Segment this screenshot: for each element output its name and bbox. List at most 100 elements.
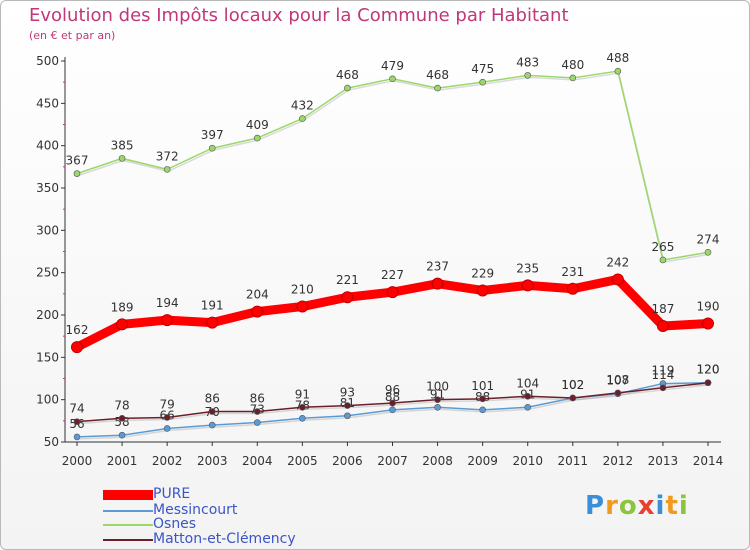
data-label: 93 — [340, 386, 355, 400]
data-point — [569, 394, 577, 402]
x-tick-label: 2014 — [693, 454, 724, 468]
data-label: 104 — [516, 376, 539, 390]
data-point — [344, 412, 351, 420]
legend-swatch — [103, 509, 153, 512]
data-label: 191 — [201, 299, 224, 313]
legend-label: PURE — [153, 486, 191, 502]
data-label: 385 — [111, 138, 134, 152]
x-tick-label: 2002 — [152, 454, 183, 468]
legend-item: Messincourt — [103, 503, 237, 518]
data-label: 475 — [471, 62, 494, 76]
data-label: 107 — [606, 374, 629, 388]
data-point — [341, 291, 354, 304]
data-label: 187 — [651, 302, 674, 316]
series-line-osnes — [76, 70, 709, 261]
data-point — [118, 414, 126, 422]
data-point — [704, 249, 712, 256]
data-label: 96 — [385, 383, 400, 397]
data-point — [566, 282, 579, 295]
data-point — [524, 403, 532, 411]
x-tick-label: 2007 — [377, 454, 408, 468]
data-point — [116, 318, 129, 331]
data-point — [296, 300, 309, 313]
chart-subtitle: (en € et par an) — [29, 29, 116, 42]
x-tick-label: 2001 — [107, 454, 138, 468]
data-point — [521, 279, 534, 292]
data-label: 74 — [69, 402, 84, 416]
x-tick-label: 2000 — [62, 454, 93, 468]
data-label: 79 — [160, 397, 175, 411]
data-point — [656, 320, 669, 333]
data-label: 480 — [561, 58, 584, 72]
data-label: 235 — [516, 261, 539, 275]
legend-item: Matton-et-Clémency — [103, 532, 296, 547]
data-label: 274 — [697, 232, 720, 246]
data-point — [659, 384, 667, 392]
x-tick-label: 2008 — [422, 454, 453, 468]
data-label: 231 — [561, 265, 584, 279]
data-label: 488 — [606, 51, 629, 65]
data-point — [208, 408, 216, 415]
data-label: 409 — [246, 118, 269, 132]
y-tick-label: 500 — [36, 54, 59, 68]
data-point — [299, 115, 306, 122]
data-label: 229 — [471, 266, 494, 280]
x-tick-label: 2013 — [648, 454, 679, 468]
data-point — [434, 396, 441, 403]
data-point — [434, 403, 441, 411]
data-label: 468 — [336, 68, 359, 82]
data-point — [299, 403, 306, 411]
data-point — [299, 414, 306, 422]
data-label: 221 — [336, 273, 359, 287]
data-point — [251, 305, 264, 318]
y-tick-label: 400 — [36, 139, 59, 153]
legend-swatch — [103, 538, 153, 541]
data-label: 190 — [697, 299, 720, 313]
data-point — [163, 414, 171, 421]
data-point — [208, 421, 216, 429]
legend-label: Osnes — [153, 516, 197, 532]
data-label: 114 — [651, 368, 674, 382]
y-tick-label: 250 — [36, 266, 59, 280]
chart-title: Evolution des Impôts locaux pour la Comm… — [29, 5, 569, 26]
y-tick-label: 150 — [36, 350, 59, 364]
data-point — [344, 402, 351, 409]
data-label: 100 — [426, 380, 449, 394]
data-point — [702, 317, 714, 330]
data-label: 119 — [651, 364, 674, 378]
data-point — [704, 379, 712, 387]
x-tick-label: 2003 — [197, 454, 228, 468]
legend-item: Osnes — [103, 517, 196, 532]
x-tick-label: 2004 — [242, 454, 273, 468]
data-point — [163, 425, 171, 432]
y-tick-label: 50 — [44, 435, 59, 449]
data-label: 372 — [156, 149, 179, 163]
data-point — [479, 406, 486, 414]
data-point — [389, 399, 396, 407]
data-point — [73, 170, 81, 177]
x-tick-label: 2010 — [512, 454, 543, 468]
data-point — [434, 84, 441, 92]
data-point — [611, 273, 624, 286]
data-point — [431, 277, 444, 290]
data-label: 189 — [111, 300, 134, 314]
data-point — [71, 341, 83, 354]
data-label: 468 — [426, 68, 449, 82]
data-point — [253, 134, 261, 142]
data-point — [614, 67, 622, 75]
data-point — [389, 406, 396, 414]
data-label: 483 — [516, 55, 539, 69]
data-label: 102 — [561, 378, 584, 392]
data-point — [118, 431, 126, 439]
data-label: 102 — [561, 378, 584, 392]
data-point — [73, 418, 81, 425]
legend-swatch — [103, 489, 153, 500]
data-label: 210 — [291, 283, 314, 297]
data-point — [476, 284, 489, 297]
y-tick-label: 100 — [36, 393, 59, 407]
data-point — [161, 314, 174, 327]
data-label: 479 — [381, 59, 404, 73]
legend-label: Messincourt — [153, 502, 238, 518]
